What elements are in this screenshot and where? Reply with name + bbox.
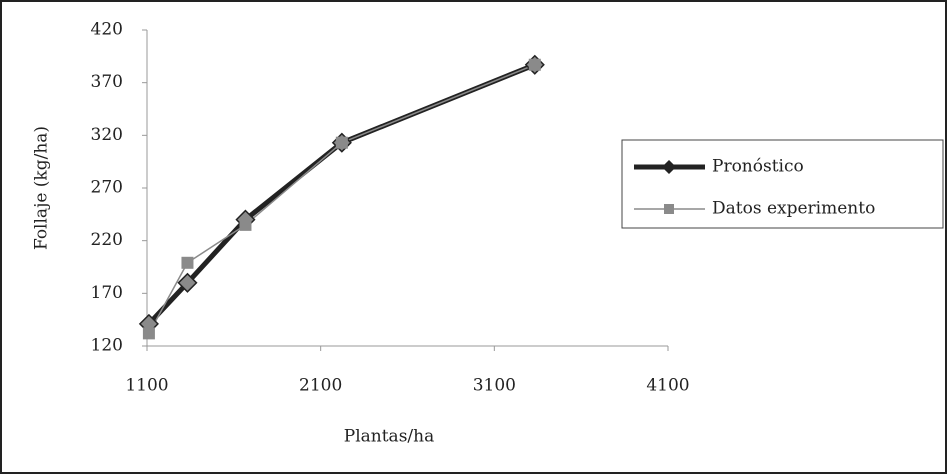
x-tick-label: 3100 [473,376,516,396]
x-tick-label: 2100 [299,376,342,396]
x-axis-label: Plantas/ha [344,427,434,447]
y-tick-label: 120 [91,336,123,356]
marker [528,58,541,71]
x-tick-label: 1100 [125,376,168,396]
y-tick-label: 170 [91,283,123,303]
y-tick-label: 270 [91,178,123,198]
y-tick-label: 420 [91,20,123,40]
legend-box [621,139,944,229]
y-tick-label: 370 [91,72,123,92]
marker [335,136,348,149]
marker [664,204,674,214]
y-tick-label: 220 [91,230,123,250]
marker [661,159,677,175]
y-tick-label: 320 [91,125,123,145]
legend-label: Pronóstico [712,157,804,177]
marker [181,256,194,269]
marker [239,218,252,231]
marker [142,327,155,340]
y-axis-label: Follaje (kg/ha) [32,126,52,250]
legend-label: Datos experimento [712,199,875,219]
marker [177,272,198,293]
x-tick-label: 4100 [646,376,689,396]
